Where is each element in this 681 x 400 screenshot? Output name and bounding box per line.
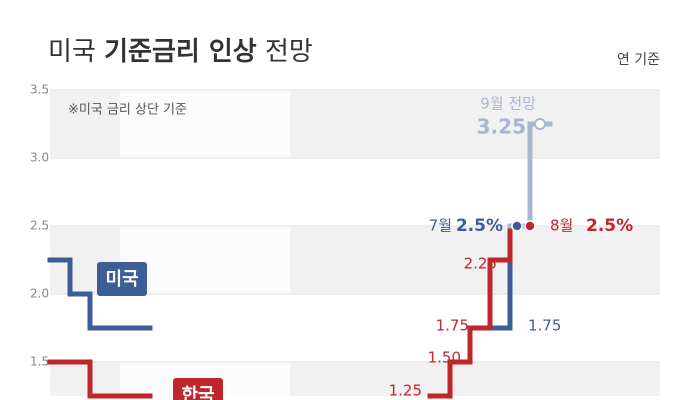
annotation: 1.25 [389, 382, 422, 400]
annotation: 7월 [429, 217, 452, 235]
legend-badge [97, 262, 147, 296]
annotation: 2.25 [464, 255, 497, 273]
y-tick-label: 2.5 [30, 219, 49, 233]
chart-title: 미국 기준금리 인상 전망 [48, 37, 313, 67]
note: ※미국 금리 상단 기준 [68, 103, 187, 118]
title-bold: 기준금리 인상 [104, 37, 257, 67]
end-dot [524, 220, 536, 232]
annotation: 1.75 [436, 317, 469, 335]
column [120, 90, 290, 396]
subtitle: 연 기준 [617, 52, 660, 68]
annotation: 1.50 [428, 349, 461, 367]
annotation: 8월 [550, 217, 573, 235]
y-tick-label: 3.0 [30, 151, 49, 165]
y-tick-label: 1.5 [30, 355, 49, 369]
end-dot [511, 220, 523, 232]
annotation: 2.5% [456, 216, 503, 236]
legend-label: 한국 [181, 385, 214, 400]
annotation: 2.5% [586, 216, 633, 236]
annotation: 1.75 [528, 317, 561, 335]
y-tick-label: 3.5 [30, 83, 49, 97]
y-tick-label: 2.0 [30, 287, 49, 301]
title-lead: 미국 [48, 37, 96, 67]
title-tail: 전망 [265, 37, 313, 67]
forecast-dot [534, 118, 546, 130]
legend-badge [173, 378, 223, 400]
annotation: 3.25 [477, 115, 526, 139]
annotation: 9월 전망 [480, 95, 536, 113]
legend-label: 미국 [105, 269, 138, 290]
